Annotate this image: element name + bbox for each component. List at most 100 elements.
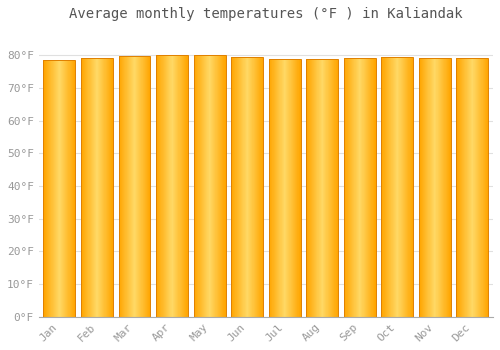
Bar [156, 55, 188, 317]
Bar [54, 61, 55, 317]
Bar [101, 58, 102, 317]
Bar [105, 58, 106, 317]
Bar [444, 57, 445, 317]
Bar [323, 59, 324, 317]
Bar [365, 58, 366, 317]
Bar [466, 58, 467, 317]
Bar [60, 61, 61, 317]
Bar [68, 61, 69, 317]
Bar [346, 58, 347, 317]
Bar [184, 55, 185, 317]
Bar [430, 57, 431, 317]
Bar [296, 59, 297, 317]
Bar [427, 57, 428, 317]
Bar [112, 58, 113, 317]
Bar [133, 56, 134, 317]
Bar [321, 59, 322, 317]
Bar [118, 56, 150, 317]
Bar [481, 58, 482, 317]
Bar [160, 55, 161, 317]
Bar [428, 57, 429, 317]
Bar [89, 58, 90, 317]
Bar [91, 58, 92, 317]
Bar [467, 58, 468, 317]
Bar [461, 58, 462, 317]
Bar [409, 57, 410, 317]
Bar [222, 55, 223, 317]
Bar [103, 58, 104, 317]
Bar [306, 59, 307, 317]
Bar [231, 57, 263, 317]
Bar [44, 61, 76, 317]
Bar [144, 56, 145, 317]
Bar [460, 58, 461, 317]
Bar [119, 56, 120, 317]
Bar [334, 59, 335, 317]
Bar [252, 57, 253, 317]
Bar [374, 58, 375, 317]
Bar [484, 58, 485, 317]
Bar [127, 56, 128, 317]
Bar [165, 55, 166, 317]
Bar [199, 55, 200, 317]
Bar [231, 57, 232, 317]
Bar [347, 58, 348, 317]
Bar [285, 59, 286, 317]
Bar [411, 57, 412, 317]
Bar [278, 59, 279, 317]
Bar [313, 59, 314, 317]
Bar [332, 59, 333, 317]
Bar [197, 55, 198, 317]
Bar [102, 58, 103, 317]
Bar [245, 57, 246, 317]
Bar [434, 57, 435, 317]
Bar [426, 57, 427, 317]
Bar [62, 61, 63, 317]
Bar [344, 58, 376, 317]
Bar [386, 57, 387, 317]
Bar [366, 58, 367, 317]
Bar [63, 61, 64, 317]
Bar [436, 57, 437, 317]
Bar [327, 59, 328, 317]
Bar [225, 55, 226, 317]
Bar [357, 58, 358, 317]
Bar [298, 59, 299, 317]
Bar [333, 59, 334, 317]
Bar [237, 57, 238, 317]
Bar [407, 57, 408, 317]
Bar [410, 57, 411, 317]
Bar [244, 57, 245, 317]
Bar [98, 58, 99, 317]
Bar [471, 58, 472, 317]
Bar [255, 57, 256, 317]
Bar [95, 58, 96, 317]
Bar [326, 59, 327, 317]
Bar [256, 57, 258, 317]
Bar [350, 58, 352, 317]
Bar [215, 55, 216, 317]
Bar [425, 57, 426, 317]
Bar [423, 57, 424, 317]
Bar [71, 61, 72, 317]
Bar [329, 59, 330, 317]
Bar [363, 58, 364, 317]
Bar [172, 55, 173, 317]
Bar [292, 59, 293, 317]
Bar [149, 56, 150, 317]
Bar [309, 59, 310, 317]
Bar [384, 57, 385, 317]
Bar [419, 57, 420, 317]
Bar [246, 57, 247, 317]
Bar [486, 58, 487, 317]
Bar [238, 57, 239, 317]
Bar [128, 56, 129, 317]
Bar [472, 58, 473, 317]
Bar [58, 61, 59, 317]
Bar [290, 59, 291, 317]
Bar [473, 58, 474, 317]
Bar [69, 61, 70, 317]
Bar [253, 57, 254, 317]
Bar [164, 55, 165, 317]
Bar [442, 57, 443, 317]
